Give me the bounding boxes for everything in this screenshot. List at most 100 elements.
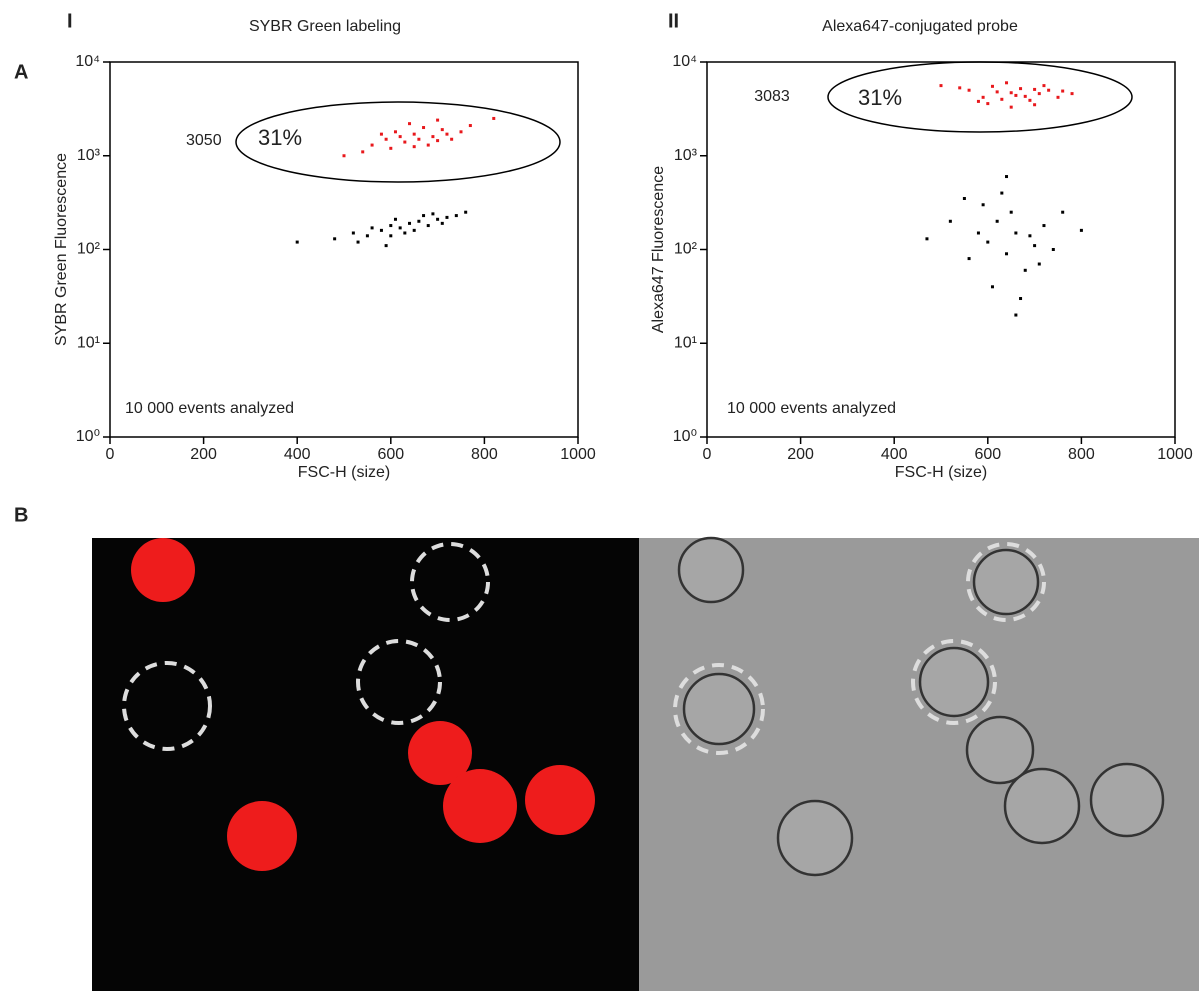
event-point [1010, 106, 1013, 109]
fluorescence-image [92, 538, 639, 991]
event-point [413, 145, 416, 148]
event-point [389, 234, 392, 237]
event-point [1038, 263, 1041, 266]
event-point [436, 218, 439, 221]
event-point [366, 234, 369, 237]
event-point [1000, 192, 1003, 195]
event-point [417, 138, 420, 141]
event-point [455, 214, 458, 217]
y-axis-label: SYBR Green Fluorescence [53, 153, 70, 346]
event-point [427, 224, 430, 227]
event-point [1028, 99, 1031, 102]
x-tick-label: 600 [974, 446, 1001, 463]
event-point [445, 133, 448, 136]
brightfield-image [639, 538, 1199, 991]
y-axis-label: Alexa647 Fluorescence [650, 166, 667, 333]
event-point [958, 86, 961, 89]
event-point [1019, 297, 1022, 300]
event-point [333, 237, 336, 240]
event-point [371, 144, 374, 147]
y-tick-label: 10⁴ [75, 53, 100, 70]
event-point [413, 133, 416, 136]
event-point [361, 150, 364, 153]
event-point [399, 226, 402, 229]
event-point [492, 117, 495, 120]
event-point [436, 119, 439, 122]
event-point [986, 241, 989, 244]
y-tick-label: 10² [674, 241, 698, 258]
x-tick-label: 400 [284, 446, 311, 463]
event-point [408, 122, 411, 125]
event-point [991, 285, 994, 288]
event-point [949, 220, 952, 223]
y-tick-label: 10⁰ [673, 428, 697, 445]
panel-label: I [67, 10, 73, 32]
event-point [352, 231, 355, 234]
x-tick-label: 800 [471, 446, 498, 463]
event-point [394, 218, 397, 221]
x-tick-label: 200 [190, 446, 217, 463]
event-point [1080, 229, 1083, 232]
event-point [1014, 314, 1017, 317]
event-point [1042, 224, 1045, 227]
event-point [1061, 211, 1064, 214]
y-tick-label: 10³ [674, 147, 698, 164]
event-point [469, 124, 472, 127]
x-tick-label: 0 [703, 446, 712, 463]
y-tick-label: 10³ [77, 147, 101, 164]
event-point [1033, 103, 1036, 106]
x-tick-label: 600 [377, 446, 404, 463]
event-point [450, 138, 453, 141]
event-point [343, 154, 346, 157]
annotation: 10 000 events analyzed [727, 400, 896, 417]
event-point [1052, 248, 1055, 251]
figure: A B ISYBR Green labeling0200400600800100… [0, 0, 1199, 991]
event-point [991, 85, 994, 88]
event-point [1005, 175, 1008, 178]
event-point [296, 241, 299, 244]
y-tick-label: 10¹ [77, 334, 100, 351]
event-point [1005, 252, 1008, 255]
annotation: 10 000 events analyzed [125, 400, 294, 417]
chart-title: Alexa647-conjugated probe [822, 18, 1018, 35]
event-point [460, 130, 463, 133]
event-point [436, 139, 439, 142]
event-point [427, 144, 430, 147]
event-point [986, 102, 989, 105]
event-point [1061, 90, 1064, 93]
event-point [380, 133, 383, 136]
event-point [1071, 92, 1074, 95]
event-point [1014, 94, 1017, 97]
event-point [1057, 96, 1060, 99]
event-point [977, 231, 980, 234]
event-point [371, 226, 374, 229]
y-tick-label: 10⁰ [76, 428, 100, 445]
panel-label: II [668, 10, 679, 32]
event-point [445, 216, 448, 219]
annotation: 3083 [754, 88, 790, 105]
x-tick-label: 1000 [560, 446, 596, 463]
event-point [1033, 88, 1036, 91]
x-axis-label: FSC-H (size) [895, 464, 987, 481]
event-point [968, 89, 971, 92]
event-point [399, 135, 402, 138]
y-tick-label: 10⁴ [672, 53, 697, 70]
event-point [1033, 244, 1036, 247]
event-point [1000, 98, 1003, 101]
event-point [940, 84, 943, 87]
event-point [1010, 91, 1013, 94]
event-point [982, 203, 985, 206]
event-point [389, 147, 392, 150]
event-point [380, 229, 383, 232]
event-point [1047, 89, 1050, 92]
event-point [464, 211, 467, 214]
x-tick-label: 1000 [1157, 446, 1193, 463]
event-point [431, 135, 434, 138]
event-point [385, 138, 388, 141]
y-tick-label: 10² [77, 241, 101, 258]
annotation: 31% [258, 125, 302, 150]
panel-label: B [14, 504, 28, 526]
event-point [996, 220, 999, 223]
event-point [1038, 92, 1041, 95]
event-point [394, 130, 397, 133]
